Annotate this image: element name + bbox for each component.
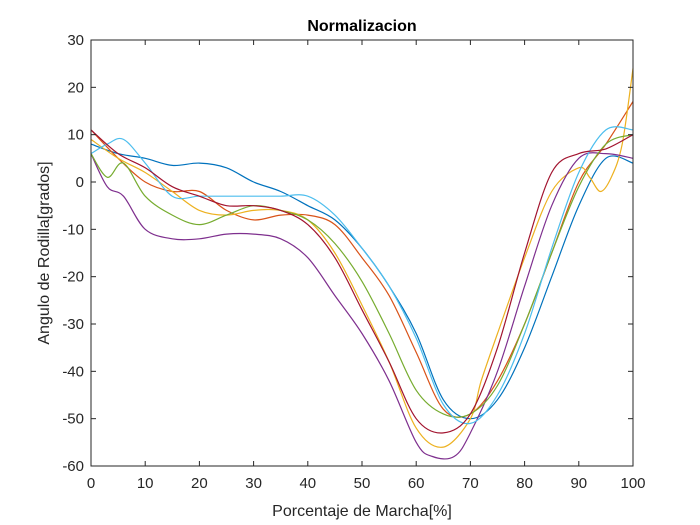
y-tick-label: -40 xyxy=(62,363,84,380)
y-axis-label: Angulo de Rodilla[grados] xyxy=(36,161,53,344)
x-tick-label: 70 xyxy=(462,475,479,492)
series-line-6 xyxy=(90,126,634,425)
x-axis-label: Porcentaje de Marcha[%] xyxy=(272,503,452,520)
y-tick-label: 0 xyxy=(76,174,84,191)
x-tick-label: 80 xyxy=(516,475,533,492)
x-tick-label: 100 xyxy=(620,475,645,492)
series-layer xyxy=(90,68,634,460)
series-line-3 xyxy=(90,68,634,448)
x-tick-label: 40 xyxy=(299,475,316,492)
x-tick-label: 0 xyxy=(87,475,95,492)
y-tick-label: -30 xyxy=(62,316,84,333)
y-tick-label: -10 xyxy=(62,221,84,238)
x-tick-label: 60 xyxy=(408,475,425,492)
y-tick-label: 30 xyxy=(67,32,84,49)
y-axis: -60 -50 -40 -30 -20 -10 0 10 20 30 xyxy=(62,32,633,475)
x-tick-label: 20 xyxy=(191,475,208,492)
x-tick-label: 50 xyxy=(354,475,371,492)
y-tick-label: -20 xyxy=(62,269,84,286)
chart-title: Normalizacion xyxy=(307,18,416,35)
x-tick-label: 90 xyxy=(570,475,587,492)
y-tick-label: 20 xyxy=(67,79,84,96)
y-tick-label: 10 xyxy=(67,127,84,144)
y-tick-label: -50 xyxy=(62,411,84,428)
y-tick-label: -60 xyxy=(62,458,84,475)
x-tick-label: 30 xyxy=(245,475,262,492)
series-line-7 xyxy=(90,129,634,434)
x-tick-label: 10 xyxy=(137,475,154,492)
x-axis: 0 10 20 30 40 50 60 70 80 90 100 xyxy=(87,40,646,492)
series-line-4 xyxy=(90,152,634,460)
